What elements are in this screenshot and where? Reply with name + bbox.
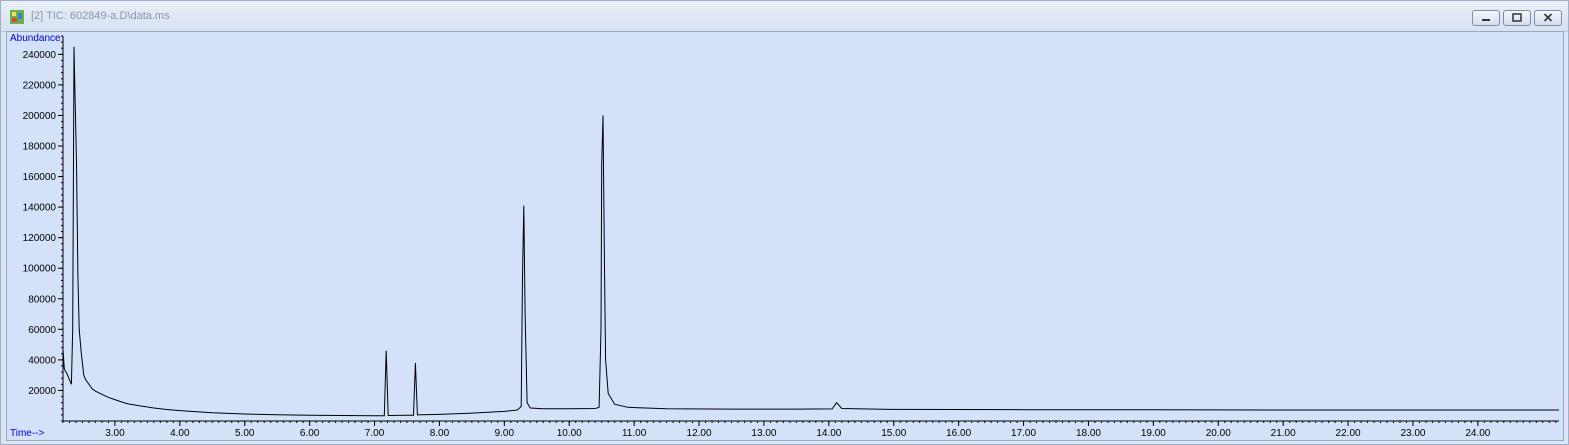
x-tick-label: 9.00 — [495, 428, 515, 439]
minimize-icon — [1482, 19, 1490, 21]
close-icon — [1543, 13, 1553, 22]
x-tick-label: 5.00 — [235, 428, 255, 439]
x-axis-label: Time--> — [10, 428, 45, 439]
restore-button[interactable] — [1503, 10, 1531, 26]
x-tick-label: 4.00 — [170, 428, 190, 439]
x-tick-label: 10.00 — [557, 428, 582, 439]
y-tick-label: 160000 — [23, 172, 57, 183]
x-tick-label: 18.00 — [1076, 428, 1101, 439]
x-tick-label: 3.00 — [105, 428, 125, 439]
window-title: [2] TIC: 602849-a.D\data.ms — [31, 10, 170, 22]
y-tick-label: 80000 — [28, 294, 56, 305]
y-axis-label: Abundance — [10, 33, 61, 44]
y-tick-label: 40000 — [28, 355, 56, 366]
chromatogram-icon — [10, 10, 24, 24]
x-tick-label: 14.00 — [816, 428, 841, 439]
title-bar[interactable]: [2] TIC: 602849-a.D\data.ms — [1, 1, 1568, 32]
y-tick-label: 200000 — [23, 111, 57, 122]
y-tick-label: 120000 — [23, 233, 57, 244]
x-tick-label: 22.00 — [1336, 428, 1361, 439]
plot-area[interactable]: 20000 40000 60000 80000 100000 120000 140000 16… — [6, 31, 1564, 441]
tic-trace-line — [62, 46, 1559, 417]
y-tick-label: 100000 — [23, 264, 57, 275]
x-tick-label: 7.00 — [365, 428, 385, 439]
x-tick-label: 23.00 — [1400, 428, 1425, 439]
restore-icon — [1512, 13, 1522, 22]
close-button[interactable] — [1534, 10, 1562, 26]
y-tick-label: 220000 — [23, 80, 57, 91]
x-tick-label: 15.00 — [881, 428, 906, 439]
x-tick-label: 8.00 — [430, 428, 450, 439]
x-tick-label: 19.00 — [1141, 428, 1166, 439]
x-tick-label: 16.00 — [946, 428, 971, 439]
x-tick-label: 12.00 — [687, 428, 712, 439]
y-tick-label: 20000 — [28, 386, 56, 397]
y-tick-label: 240000 — [23, 50, 57, 61]
x-tick-label: 13.00 — [751, 428, 776, 439]
y-tick-label: 140000 — [23, 203, 57, 214]
x-tick-label: 17.00 — [1011, 428, 1036, 439]
x-tick-label: 11.00 — [622, 428, 647, 439]
x-tick-label: 20.00 — [1206, 428, 1231, 439]
x-tick-label: 21.00 — [1271, 428, 1296, 439]
y-tick-label: 60000 — [28, 325, 56, 336]
minimize-button[interactable] — [1472, 10, 1500, 26]
y-tick-label: 180000 — [23, 142, 57, 153]
x-tick-label: 6.00 — [300, 428, 320, 439]
x-tick-label: 24.00 — [1465, 428, 1490, 439]
tic-chart[interactable]: 20000 40000 60000 80000 100000 120000 140000 16… — [7, 32, 1563, 440]
